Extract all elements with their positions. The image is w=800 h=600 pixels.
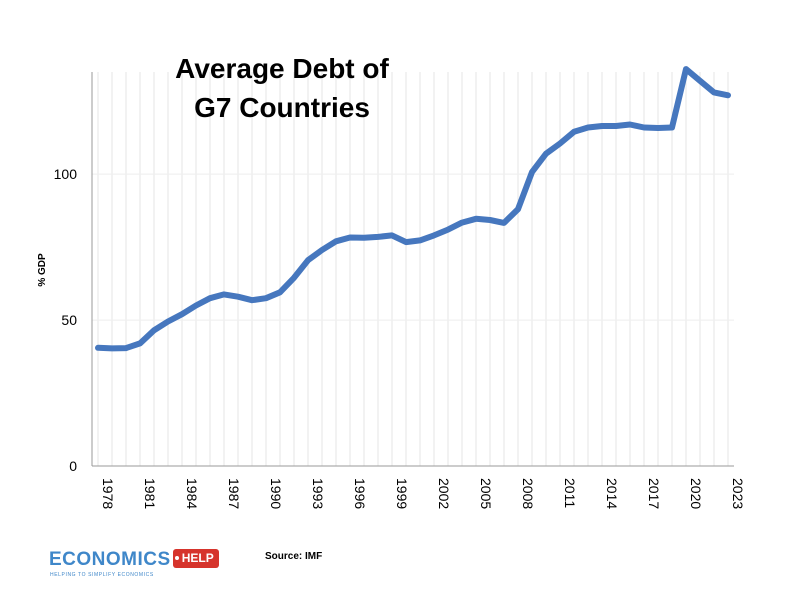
x-tick-label-2005: 2005: [478, 478, 494, 509]
logo-wordmark: ECONOMICS: [49, 549, 171, 570]
data-point-2020: [685, 68, 687, 70]
y-tick-label-100: 100: [54, 166, 78, 182]
data-point-2022: [713, 91, 715, 93]
data-point-2018: [657, 127, 659, 129]
logo-help-tag: HELP: [172, 549, 219, 568]
x-tick-label-1987: 1987: [226, 478, 242, 509]
data-point-2009: [531, 171, 533, 173]
data-point-2023: [727, 94, 729, 96]
x-tick-label-1984: 1984: [184, 478, 200, 509]
data-point-2019: [671, 126, 673, 128]
logo-tagline: HELPING TO SIMPLIFY ECONOMICS: [50, 572, 154, 578]
data-point-1982: [153, 329, 155, 331]
data-point-1980: [125, 347, 127, 349]
series-line-0: [95, 66, 731, 352]
chart-title-line-1: Average Debt of: [175, 53, 389, 84]
data-point-1991: [279, 291, 281, 293]
data-point-1994: [321, 249, 323, 251]
x-tick-label-1990: 1990: [268, 478, 284, 509]
x-tick-label-2014: 2014: [604, 478, 620, 509]
data-point-1996: [349, 236, 351, 238]
data-point-2008: [517, 208, 519, 210]
data-point-1999: [391, 234, 393, 236]
data-point-2012: [573, 131, 575, 133]
axes: [91, 72, 734, 467]
x-tick-label-1981: 1981: [142, 478, 158, 509]
data-point-2014: [601, 125, 603, 127]
x-tick-label-2002: 2002: [436, 478, 452, 509]
data-point-2010: [545, 153, 547, 155]
x-tick-label-1978: 1978: [100, 478, 116, 509]
data-point-2002: [433, 234, 435, 236]
x-tick-label-2008: 2008: [520, 478, 536, 509]
data-point-1979: [111, 347, 113, 349]
data-point-2000: [405, 241, 407, 243]
data-point-1983: [167, 321, 169, 323]
data-point-2021: [699, 80, 701, 82]
data-point-2011: [559, 143, 561, 145]
data-point-1985: [195, 304, 197, 306]
data-point-1978: [97, 347, 99, 349]
x-tick-label-2020: 2020: [688, 478, 704, 509]
data-point-1988: [237, 296, 239, 298]
data-point-1998: [377, 236, 379, 238]
economics-help-logo: ECONOMICS HELP HELPING TO SIMPLIFY ECONOM…: [49, 549, 219, 585]
x-tick-labels: 1978 1981 1984 1987 1990 1993 1996 1999 2002 2005…: [100, 478, 746, 509]
data-point-1992: [293, 277, 295, 279]
x-tick-label-1993: 1993: [310, 478, 326, 509]
data-point-2007: [503, 222, 505, 224]
data-point-2006: [489, 219, 491, 221]
y-tick-label-0: 0: [69, 458, 77, 474]
data-point-1993: [307, 259, 309, 261]
chart-title-line-2: G7 Countries: [194, 92, 370, 123]
source-note: Source: IMF: [265, 551, 323, 562]
data-point-2013: [587, 126, 589, 128]
data-series: [95, 66, 731, 352]
x-tick-label-1999: 1999: [394, 478, 410, 509]
data-point-2001: [419, 239, 421, 241]
data-point-2004: [461, 222, 463, 224]
data-point-1981: [139, 342, 141, 344]
x-tick-label-2011: 2011: [562, 478, 578, 508]
x-tick-label-2017: 2017: [646, 478, 662, 509]
data-point-2015: [615, 125, 617, 127]
data-point-1986: [209, 297, 211, 299]
data-point-2016: [629, 124, 631, 126]
x-tick-label-1996: 1996: [352, 478, 368, 509]
data-point-2003: [447, 229, 449, 231]
data-point-1984: [181, 313, 183, 315]
data-point-2017: [643, 126, 645, 128]
y-tick-label-50: 50: [61, 312, 77, 328]
y-axis-label: % GDP: [37, 253, 48, 287]
data-point-1995: [335, 240, 337, 242]
y-tick-labels: 0 50 100: [54, 166, 78, 474]
data-point-1997: [363, 237, 365, 239]
data-point-1989: [251, 299, 253, 301]
data-point-1990: [265, 297, 267, 299]
grid-lines: [92, 72, 734, 466]
x-tick-label-2023: 2023: [730, 478, 746, 509]
data-point-1987: [223, 293, 225, 295]
data-point-2005: [475, 218, 477, 220]
